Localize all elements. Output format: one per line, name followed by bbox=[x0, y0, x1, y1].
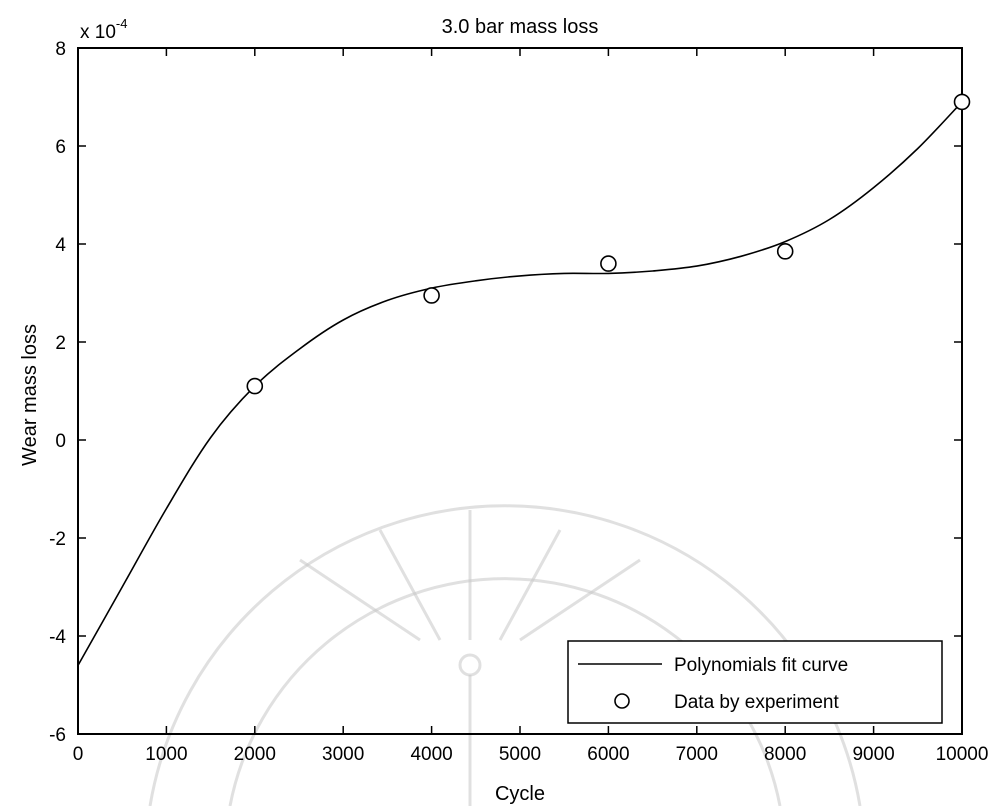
plot-frame bbox=[77, 47, 963, 735]
x-tick-label: 8000 bbox=[764, 744, 806, 765]
y-tick-label: -6 bbox=[49, 725, 66, 746]
axis-ticks bbox=[77, 47, 963, 735]
experiment-markers bbox=[246, 93, 971, 395]
x-axis-title: Cycle bbox=[495, 783, 545, 805]
y-tick-label: 2 bbox=[55, 333, 66, 354]
data-point-marker bbox=[600, 255, 617, 272]
x-tick-labels: 0 1000 2000 3000 4000 5000 6000 7000 8000 9000 100… bbox=[73, 744, 989, 765]
y-multiplier-base: x 10 bbox=[80, 22, 116, 43]
x-tick-label: 1000 bbox=[145, 744, 187, 765]
polynomial-fit-line bbox=[77, 101, 963, 666]
data-point-marker bbox=[953, 93, 971, 111]
x-tick-label: 10000 bbox=[936, 744, 989, 765]
y-multiplier: x 10-4 bbox=[80, 16, 127, 43]
data-point-marker bbox=[776, 243, 794, 260]
y-tick-label: -4 bbox=[49, 627, 66, 648]
y-tick-label: 8 bbox=[55, 39, 66, 60]
legend-label-data: Data by experiment bbox=[674, 692, 839, 713]
y-multiplier-exponent: -4 bbox=[116, 16, 128, 31]
x-tick-label: 5000 bbox=[499, 744, 541, 765]
data-point-marker bbox=[246, 377, 264, 395]
y-tick-label: 4 bbox=[55, 235, 66, 256]
data-point-marker bbox=[423, 287, 440, 304]
legend-marker-swatch bbox=[614, 693, 630, 709]
y-tick-labels: -6 -4 -2 0 2 4 6 8 bbox=[49, 39, 66, 746]
legend-label-fit: Polynomials fit curve bbox=[674, 655, 848, 676]
x-tick-label: 9000 bbox=[852, 744, 894, 765]
x-tick-label: 4000 bbox=[410, 744, 452, 765]
y-tick-label: 0 bbox=[55, 431, 66, 452]
x-tick-label: 6000 bbox=[587, 744, 629, 765]
x-tick-label: 0 bbox=[73, 744, 84, 765]
y-tick-label: -2 bbox=[49, 529, 66, 550]
x-tick-label: 7000 bbox=[676, 744, 718, 765]
y-axis-title: Wear mass loss bbox=[19, 324, 41, 466]
x-tick-label: 3000 bbox=[322, 744, 364, 765]
y-tick-label: 6 bbox=[55, 137, 66, 158]
chart-title: 3.0 bar mass loss bbox=[442, 16, 599, 38]
x-tick-label: 2000 bbox=[234, 744, 276, 765]
legend-box bbox=[567, 640, 943, 724]
legend: Polynomials fit curve Data by experiment bbox=[567, 640, 943, 724]
